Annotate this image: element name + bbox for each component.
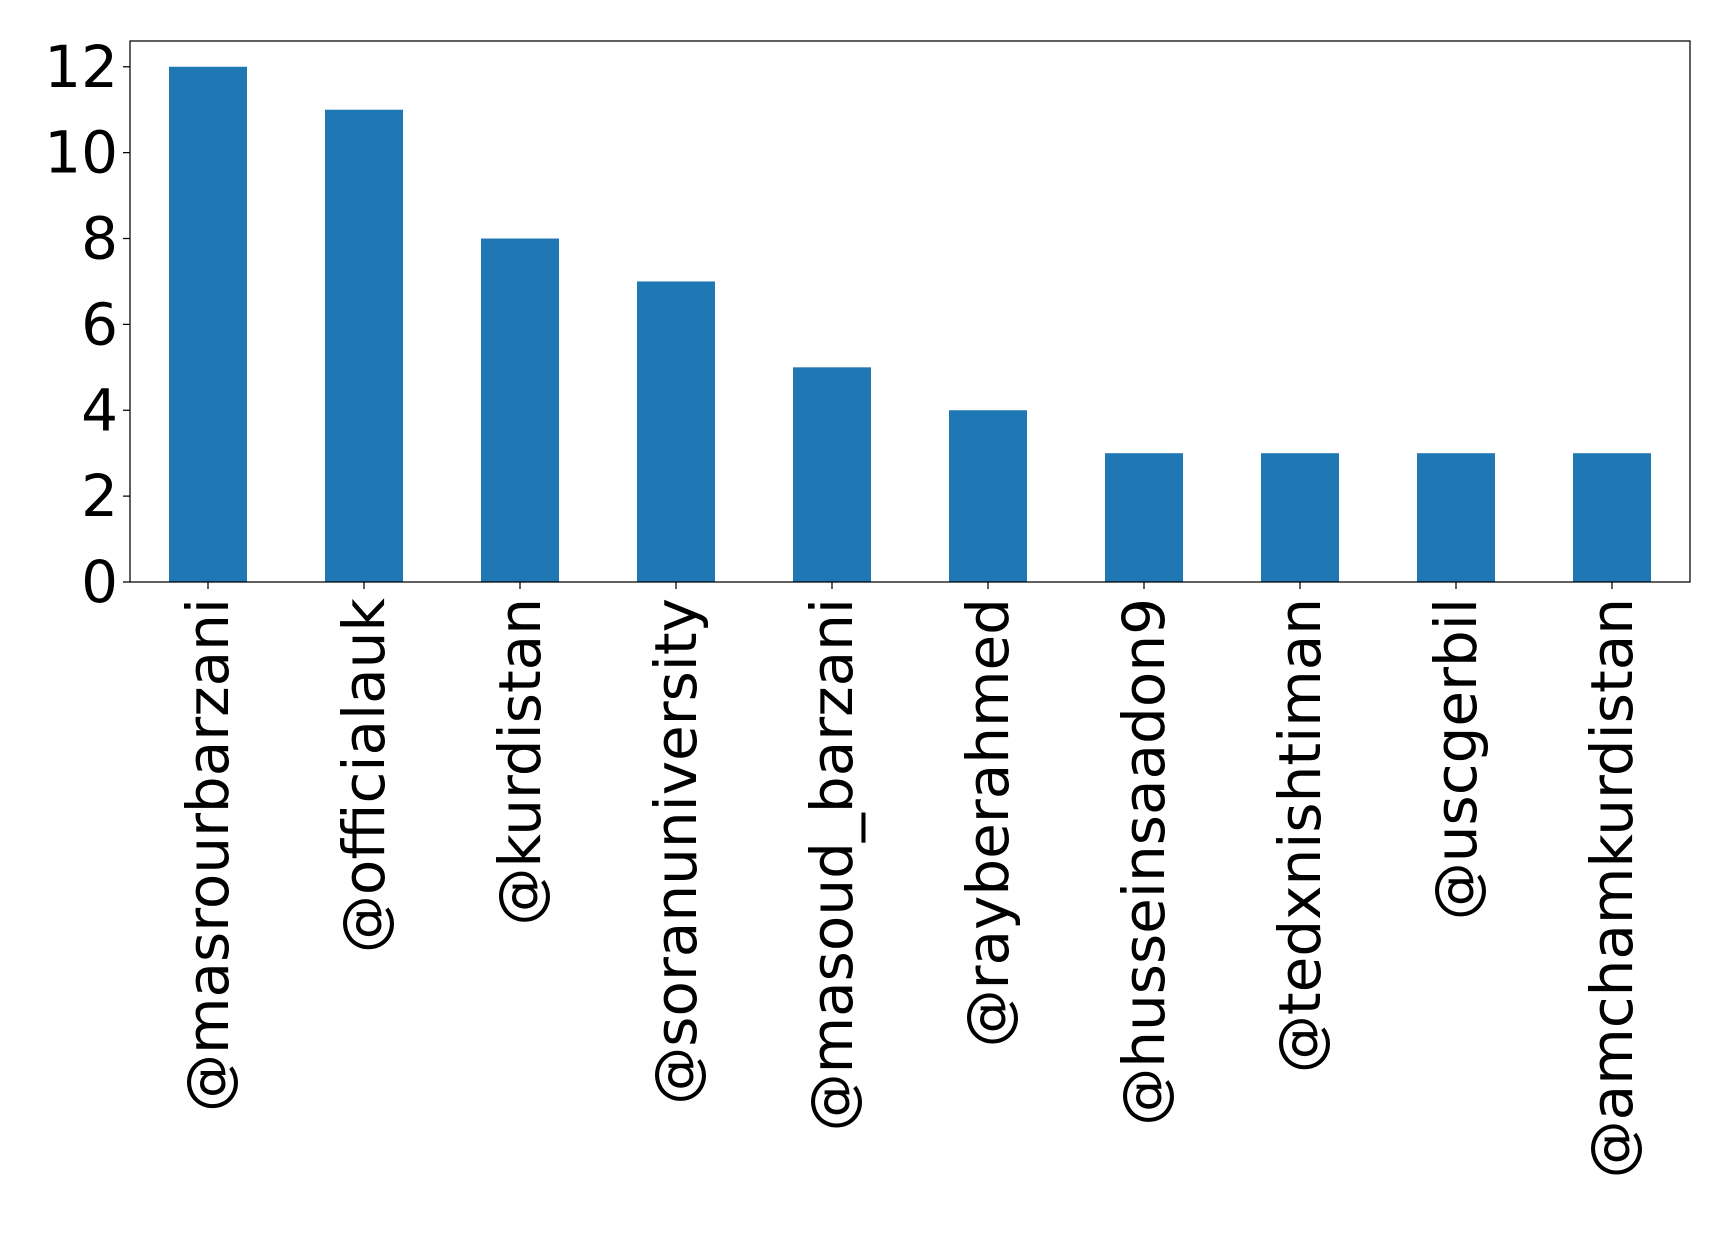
bar-officialauk [325,109,403,582]
y-tick-label: 6 [81,290,118,358]
x-tick-label: @rayberahmed [954,598,1022,1047]
x-tick-label: @amchamkurdistan [1578,598,1646,1178]
bar-amchamkurdistan [1573,453,1651,582]
bar-husseinsaadon9 [1105,453,1183,582]
x-tick-label: @uscgerbil [1422,598,1490,920]
y-tick-label: 4 [81,376,118,444]
y-tick-label: 2 [81,462,118,530]
x-tick-label: @soranuniversity [642,598,710,1105]
x-tick-label: @masrourbarzani [174,598,242,1112]
y-axis: 0 2 4 6 8 10 12 [44,33,130,616]
bar-tedxnishtiman [1261,453,1339,582]
bar-uscgerbil [1417,453,1495,582]
bar-soranuniversity [637,281,715,582]
y-tick-label: 12 [44,33,118,101]
bar-masrourbarzani [169,66,247,582]
x-tick-label: @kurdistan [486,598,554,926]
x-tick-label: @masoud_barzani [798,598,866,1131]
plot-area-frame [129,40,1691,583]
y-tick-label: 10 [44,119,118,187]
x-tick-label: @tedxnishtiman [1266,598,1334,1073]
x-tick-label: @husseinsaadon9 [1110,598,1178,1126]
y-tick-label: 0 [81,548,118,616]
bar-masoud_barzani [793,367,871,582]
x-axis: @masrourbarzani @officialauk @kurdistan @so… [174,582,1646,1178]
bars-layer [169,66,1651,582]
y-tick-label: 8 [81,205,118,273]
x-tick-label: @officialauk [330,598,398,954]
bar-kurdistan [481,238,559,582]
bar-rayberahmed [949,410,1027,582]
